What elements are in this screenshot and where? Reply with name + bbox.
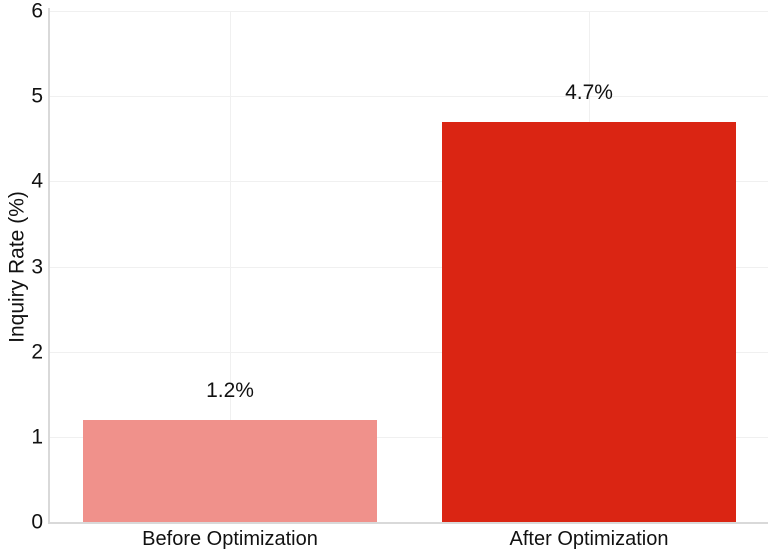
horizontal-gridline xyxy=(50,352,768,353)
y-tick-label: 0 xyxy=(31,510,43,534)
horizontal-gridline xyxy=(50,437,768,438)
y-tick-label: 3 xyxy=(31,255,43,279)
horizontal-gridline xyxy=(50,181,768,182)
bar-after-optimization xyxy=(442,122,736,522)
y-axis-line xyxy=(48,8,50,524)
y-tick-label: 2 xyxy=(31,340,43,364)
bar-value-label: 1.2% xyxy=(206,379,254,402)
y-tick-label: 6 xyxy=(31,0,43,23)
horizontal-gridline xyxy=(50,96,768,97)
horizontal-gridline xyxy=(50,11,768,12)
bar-value-label: 4.7% xyxy=(565,81,613,104)
y-tick-label: 4 xyxy=(31,169,43,193)
x-axis-line xyxy=(48,522,768,524)
y-tick-label: 5 xyxy=(31,84,43,108)
y-tick-label: 1 xyxy=(31,425,43,449)
horizontal-gridline xyxy=(50,267,768,268)
bar-before-optimization xyxy=(83,420,377,522)
x-tick-label: Before Optimization xyxy=(142,528,318,550)
vertical-gridline xyxy=(230,11,231,522)
x-tick-label: After Optimization xyxy=(509,528,669,550)
